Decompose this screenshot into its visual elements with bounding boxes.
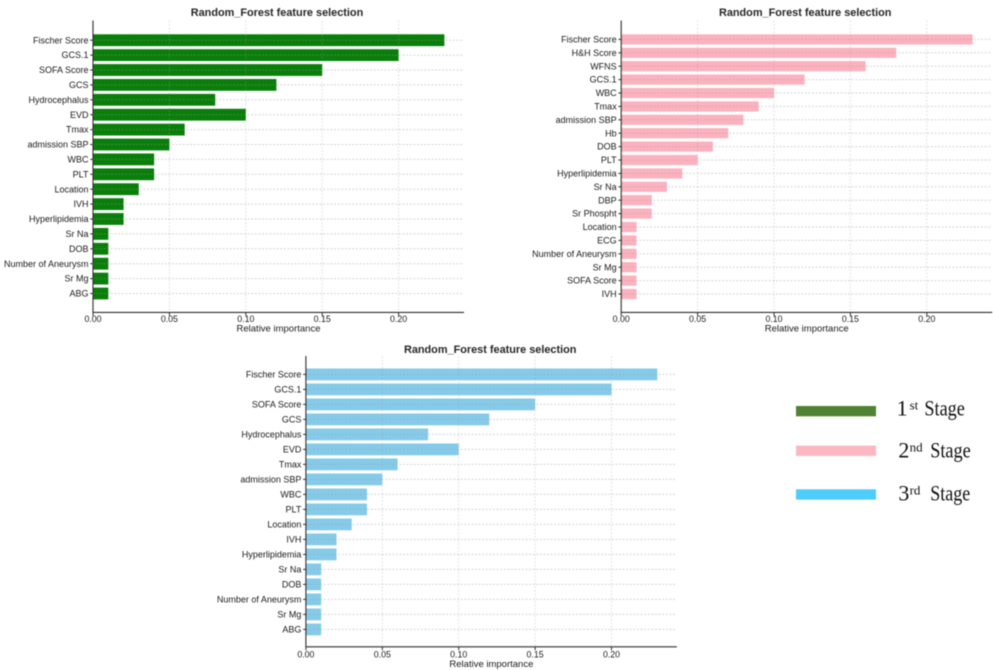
svg-text:PLT: PLT <box>73 169 89 179</box>
svg-text:Sr Mg: Sr Mg <box>64 274 88 284</box>
svg-text:PLT: PLT <box>601 155 617 165</box>
svg-text:DOB: DOB <box>597 142 617 152</box>
svg-text:GCS: GCS <box>282 415 302 425</box>
svg-text:Random_Forest feature selectio: Random_Forest feature selection <box>191 7 363 19</box>
svg-text:EVD: EVD <box>283 445 302 455</box>
svg-text:Stage: Stage <box>924 396 965 421</box>
svg-text:SOFA Score: SOFA Score <box>39 65 89 75</box>
svg-text:0.05: 0.05 <box>161 314 178 324</box>
svg-text:Sr Na: Sr Na <box>594 182 617 192</box>
svg-text:GCS: GCS <box>69 80 89 90</box>
svg-text:Number of Aneurysm: Number of Aneurysm <box>532 249 617 259</box>
svg-text:admission SBP: admission SBP <box>556 115 617 125</box>
svg-text:GCS.1: GCS.1 <box>274 385 301 395</box>
svg-text:0.20: 0.20 <box>918 314 935 324</box>
svg-text:IVH: IVH <box>602 289 617 299</box>
svg-text:Relative importance: Relative importance <box>765 323 849 334</box>
svg-text:3: 3 <box>898 481 909 506</box>
svg-text:admission SBP: admission SBP <box>27 140 88 150</box>
svg-text:0.15: 0.15 <box>527 649 544 659</box>
svg-text:ECG: ECG <box>597 236 617 246</box>
svg-text:SOFA Score: SOFA Score <box>252 400 302 410</box>
svg-text:SOFA Score: SOFA Score <box>567 276 617 286</box>
svg-text:Location: Location <box>583 222 617 232</box>
svg-text:Stage: Stage <box>930 438 971 463</box>
svg-text:admission SBP: admission SBP <box>240 475 301 485</box>
svg-text:st: st <box>910 397 919 412</box>
svg-text:Hyperlipidemia: Hyperlipidemia <box>242 550 302 560</box>
svg-text:Random_Forest feature selectio: Random_Forest feature selection <box>404 344 576 356</box>
svg-text:WBC: WBC <box>68 155 89 165</box>
svg-text:Sr Phospht: Sr Phospht <box>572 209 617 219</box>
svg-text:Sr Mg: Sr Mg <box>277 610 301 620</box>
svg-text:GCS.1: GCS.1 <box>590 75 617 85</box>
svg-text:DOB: DOB <box>282 580 302 590</box>
svg-text:Location: Location <box>267 520 301 530</box>
svg-text:EVD: EVD <box>70 110 89 120</box>
svg-text:H&H Score: H&H Score <box>572 48 617 58</box>
svg-text:GCS.1: GCS.1 <box>61 50 88 60</box>
svg-text:DBP: DBP <box>598 195 617 205</box>
svg-text:Sr Na: Sr Na <box>278 565 301 575</box>
svg-text:0.00: 0.00 <box>613 314 630 324</box>
svg-text:Hydrocephalus: Hydrocephalus <box>241 430 302 440</box>
svg-text:Hyperlipidemia: Hyperlipidemia <box>29 214 89 224</box>
svg-text:0.10: 0.10 <box>765 314 782 324</box>
svg-text:IVH: IVH <box>73 199 88 209</box>
svg-text:0.10: 0.10 <box>450 649 467 659</box>
svg-text:Relative importance: Relative importance <box>237 323 321 334</box>
svg-text:0.10: 0.10 <box>237 314 254 324</box>
svg-text:Tmax: Tmax <box>279 460 302 470</box>
svg-text:0.15: 0.15 <box>314 314 331 324</box>
svg-text:ABG: ABG <box>282 625 301 635</box>
svg-text:0.00: 0.00 <box>297 649 314 659</box>
svg-text:DOB: DOB <box>69 244 89 254</box>
svg-text:Hb: Hb <box>605 128 617 138</box>
svg-text:Location: Location <box>54 184 88 194</box>
svg-text:WFNS: WFNS <box>590 61 617 71</box>
svg-text:Relative importance: Relative importance <box>449 659 533 670</box>
svg-text:ABG: ABG <box>69 289 88 299</box>
svg-text:1: 1 <box>897 396 908 421</box>
svg-text:0.20: 0.20 <box>603 649 620 659</box>
svg-text:IVH: IVH <box>286 535 301 545</box>
svg-text:Tmax: Tmax <box>594 102 617 112</box>
svg-text:0.05: 0.05 <box>689 314 706 324</box>
svg-text:Hyperlipidemia: Hyperlipidemia <box>557 169 617 179</box>
svg-text:0.00: 0.00 <box>84 314 101 324</box>
svg-text:Random_Forest feature selectio: Random_Forest feature selection <box>719 7 891 19</box>
svg-text:PLT: PLT <box>286 505 302 515</box>
svg-text:Fischer Score: Fischer Score <box>246 370 302 380</box>
svg-text:Stage: Stage <box>930 481 970 506</box>
svg-text:0.20: 0.20 <box>390 314 407 324</box>
svg-text:Fischer Score: Fischer Score <box>561 35 617 45</box>
svg-text:Sr Mg: Sr Mg <box>593 262 617 272</box>
svg-text:Fischer Score: Fischer Score <box>33 35 89 45</box>
svg-text:0.05: 0.05 <box>374 649 391 659</box>
svg-text:Hydrocephalus: Hydrocephalus <box>28 95 89 105</box>
svg-text:Tmax: Tmax <box>66 125 89 135</box>
svg-text:0.15: 0.15 <box>842 314 859 324</box>
svg-text:WBC: WBC <box>280 490 301 500</box>
svg-text:2: 2 <box>898 438 909 463</box>
svg-text:Number of Aneurysm: Number of Aneurysm <box>4 259 89 269</box>
svg-text:rd: rd <box>910 482 921 497</box>
svg-text:Number of Aneurysm: Number of Aneurysm <box>217 595 302 605</box>
svg-text:Sr Na: Sr Na <box>65 229 88 239</box>
svg-text:WBC: WBC <box>596 88 617 98</box>
svg-text:nd: nd <box>910 439 924 454</box>
